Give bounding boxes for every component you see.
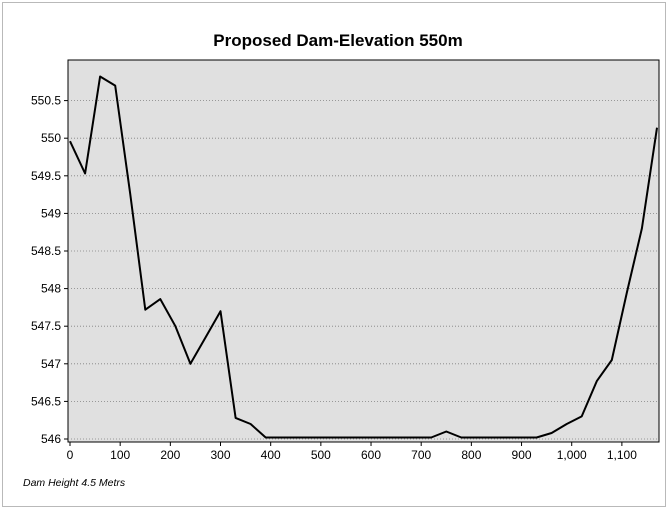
chart-frame: Proposed Dam-Elevation 550m 546 546.5 547 5… — [2, 2, 666, 507]
y-tick-label: 549 — [41, 206, 61, 220]
x-tick-label: 0 — [67, 448, 74, 462]
x-tick-label: 400 — [261, 448, 281, 462]
elevation-line — [69, 75, 658, 439]
x-tick-label: 200 — [160, 448, 180, 462]
y-tick-label: 547 — [41, 357, 61, 371]
y-tick-label: 546.5 — [31, 394, 61, 408]
chart-title: Proposed Dam-Elevation 550m — [213, 31, 462, 50]
x-tick-label: 100 — [110, 448, 130, 462]
x-tick-label: 300 — [210, 448, 230, 462]
x-tick-label: 900 — [512, 448, 532, 462]
x-axis: 0 100 200 300 400 500 600 700 800 900 1,000 1,100 — [67, 442, 637, 462]
y-tick-label: 550 — [41, 131, 61, 145]
y-tick-label: 546 — [41, 432, 61, 446]
x-tick-label: 800 — [461, 448, 481, 462]
y-tick-label: 550.5 — [31, 94, 61, 108]
y-axis: 546 546.5 547 547.5 548 548.5 549 549.5 550 550.5 — [31, 94, 68, 446]
dam-height-note: Dam Height 4.5 Metrs — [23, 477, 126, 489]
x-tick-label: 700 — [411, 448, 431, 462]
x-tick-label: 1,000 — [557, 448, 587, 462]
y-tick-label: 547.5 — [31, 319, 61, 333]
x-tick-label: 1,100 — [607, 448, 637, 462]
plot-area — [67, 59, 660, 443]
grid-lines — [68, 100, 659, 440]
x-tick-label: 500 — [311, 448, 331, 462]
x-tick-label: 600 — [361, 448, 381, 462]
y-tick-label: 549.5 — [31, 169, 61, 183]
y-tick-label: 548.5 — [31, 244, 61, 258]
chart-svg: Proposed Dam-Elevation 550m 546546.55475… — [23, 31, 660, 489]
y-tick-label: 548 — [41, 282, 61, 296]
